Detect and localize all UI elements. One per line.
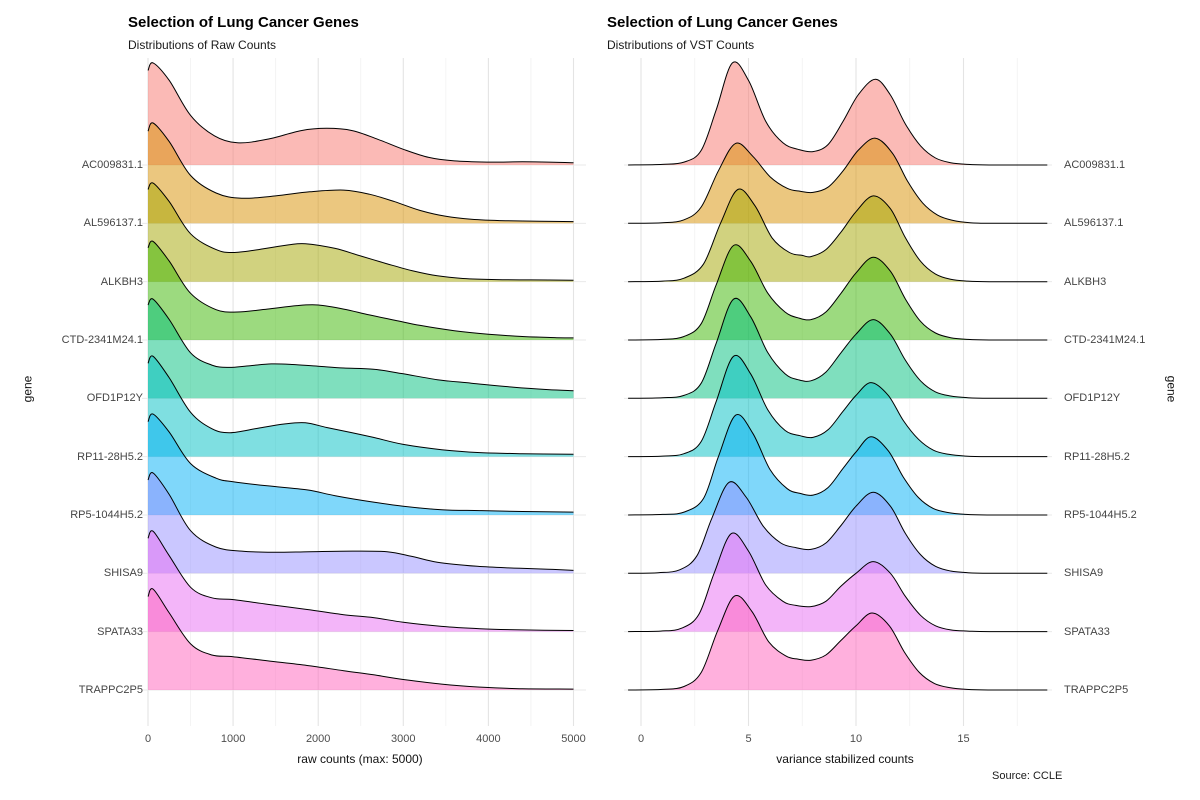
- ridge-ALKBH3: [147, 182, 574, 282]
- ridge-SPATA33: [147, 530, 574, 632]
- gene-label: RP5-1044H5.2: [1064, 508, 1137, 521]
- ridge-AL596137.1: [147, 122, 574, 224]
- x-tick-label: 3000: [391, 733, 416, 745]
- x-tick-label: 4000: [476, 733, 501, 745]
- x-tick-label: 0: [144, 733, 152, 745]
- gene-label: CTD-2341M24.1: [61, 333, 143, 346]
- gene-label: SPATA33: [1064, 625, 1110, 638]
- gene-label: CTD-2341M24.1: [1064, 333, 1146, 346]
- gene-label: AC009831.1: [81, 159, 143, 171]
- gene-label: RP11-28H5.2: [77, 450, 143, 463]
- gene-label: RP5-1044H5.2: [70, 508, 143, 521]
- gene-label: SPATA33: [97, 625, 143, 638]
- left-panel-subtitle: Distributions of Raw Counts: [128, 38, 277, 52]
- gene-label: ALKBH3: [100, 275, 143, 288]
- ridge-TRAPPC2P5: [628, 594, 1048, 691]
- left-y-axis-title: gene: [20, 375, 35, 403]
- ridge-RP11-28H5.2: [147, 355, 574, 457]
- gene-label: OFD1P12Y: [86, 392, 143, 405]
- x-tick-label: 5000: [561, 733, 586, 745]
- ridge-CTD-2341M24.1: [147, 240, 574, 340]
- gene-label: AL596137.1: [83, 217, 143, 230]
- left-ridgeline-plot: [142, 58, 586, 726]
- left-panel-title: Selection of Lung Cancer Genes: [128, 14, 359, 31]
- ridge-OFD1P12Y: [147, 298, 574, 399]
- gene-label: AL596137.1: [1064, 217, 1124, 230]
- right-ridgeline-plot: [624, 58, 1052, 726]
- gene-label: AC009831.1: [1064, 159, 1126, 171]
- gene-label: SHISA9: [103, 567, 143, 580]
- ridge-AC009831.1: [147, 62, 574, 165]
- right-panel-title: Selection of Lung Cancer Genes: [607, 14, 838, 31]
- gene-label: OFD1P12Y: [1064, 392, 1121, 405]
- x-tick-label: 15: [957, 733, 970, 745]
- x-tick-label: 1000: [220, 733, 246, 745]
- left-x-axis-title: raw counts (max: 5000): [297, 752, 423, 766]
- ridge-RP5-1044H5.2: [147, 413, 574, 515]
- gene-label: TRAPPC2P5: [78, 683, 143, 696]
- x-tick-label: 0: [637, 733, 645, 745]
- x-tick-label: 10: [849, 733, 863, 745]
- gene-label: SHISA9: [1064, 567, 1104, 580]
- right-panel-subtitle: Distributions of VST Counts: [607, 38, 755, 52]
- right-x-axis-title: variance stabilized counts: [776, 752, 914, 766]
- ridge-AC009831.1: [628, 61, 1048, 166]
- gene-label: ALKBH3: [1064, 275, 1107, 288]
- gene-label: TRAPPC2P5: [1064, 683, 1129, 696]
- source-caption: Source: CCLE: [992, 770, 1063, 782]
- ridge-SHISA9: [147, 472, 574, 574]
- x-tick-label: 2000: [305, 733, 331, 745]
- x-tick-label: 5: [745, 733, 752, 745]
- ridge-TRAPPC2P5: [147, 588, 574, 690]
- gene-label: RP11-28H5.2: [1064, 450, 1130, 463]
